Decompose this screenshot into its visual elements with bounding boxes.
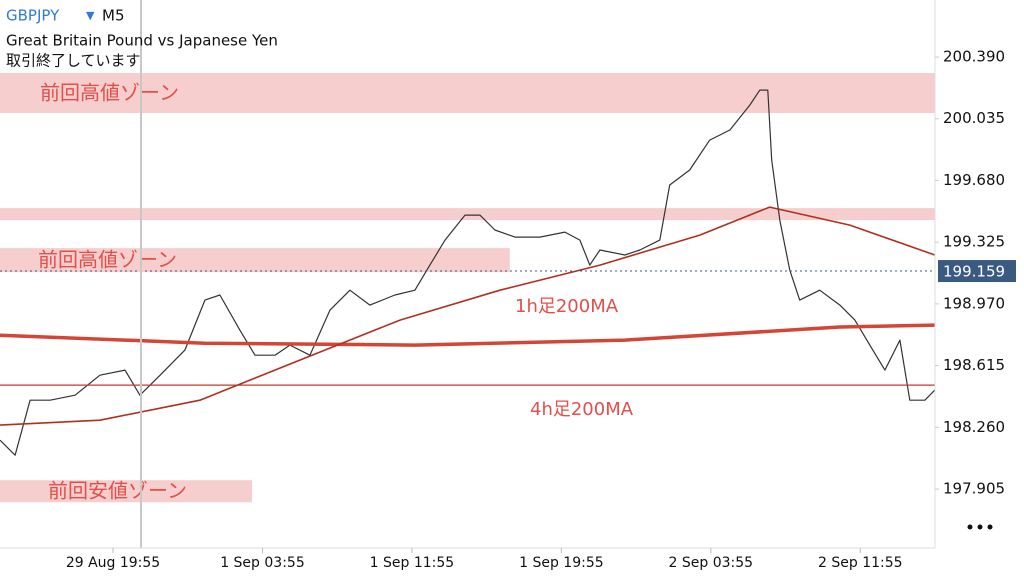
symbol[interactable]: GBPJPY — [6, 7, 60, 25]
x-tick-label: 2 Sep 03:55 — [669, 555, 754, 571]
series-line — [0, 206, 936, 426]
x-tick-label: 1 Sep 11:55 — [370, 555, 455, 571]
dot — [977, 524, 983, 530]
series-label: 4h足200MA — [530, 399, 634, 420]
x-tick-label: 1 Sep 19:55 — [519, 555, 604, 571]
y-tick-label: 198.615 — [943, 356, 1005, 374]
timeframe[interactable]: M5 — [102, 7, 125, 25]
current-price-label: 199.159 — [943, 263, 1005, 281]
zone-label: 前回高値ゾーン — [40, 81, 179, 105]
chart-title: Great Britain Pound vs Japanese Yen — [6, 32, 278, 50]
y-tick-label: 200.390 — [943, 48, 1005, 66]
series-line — [0, 323, 935, 347]
dot — [987, 524, 993, 530]
y-tick-label: 199.680 — [943, 171, 1005, 189]
series-label: 1h足200MA — [515, 296, 619, 317]
dot — [967, 524, 973, 530]
zone-label: 前回安値ゾーン — [48, 479, 187, 503]
x-tick-label: 2 Sep 11:55 — [818, 555, 903, 571]
y-tick-label: 199.325 — [943, 233, 1005, 251]
more-menu[interactable] — [967, 524, 993, 530]
dropdown-icon[interactable]: ▼ — [86, 9, 95, 22]
zone — [0, 480, 253, 503]
y-tick-label: 197.905 — [943, 480, 1005, 498]
x-tick-label: 29 Aug 19:55 — [66, 555, 160, 571]
chart-subtitle: 取引終了しています — [6, 52, 141, 70]
zone — [0, 208, 935, 221]
zone — [0, 73, 935, 114]
y-tick-label: 198.260 — [943, 418, 1005, 436]
zone-label: 前回高値ゾーン — [38, 248, 177, 272]
current-price-tag — [938, 260, 1016, 283]
x-tick-label: 1 Sep 03:55 — [220, 555, 305, 571]
zone — [0, 248, 510, 273]
y-tick-label: 198.970 — [943, 294, 1005, 312]
y-tick-label: 200.035 — [943, 109, 1005, 127]
